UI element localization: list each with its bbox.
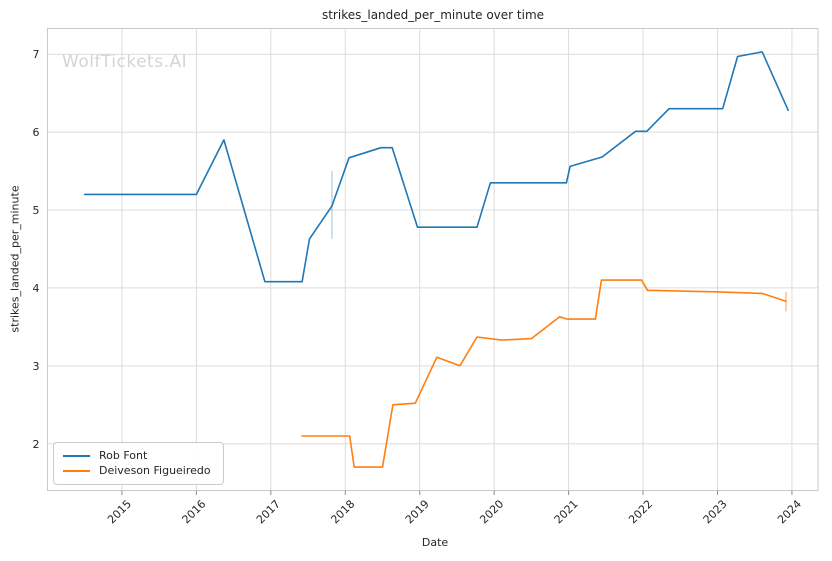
y-tick-label: 2	[33, 438, 40, 451]
watermark: WolfTickets.AI	[62, 52, 188, 72]
x-tick-label: 2016	[180, 497, 209, 526]
y-tick-label: 6	[33, 126, 40, 139]
y-tick-label: 4	[33, 282, 40, 295]
y-tick-label: 5	[33, 204, 40, 217]
chart-title: strikes_landed_per_minute over time	[321, 8, 545, 22]
x-tick-label: 2015	[105, 497, 134, 526]
x-tick-label: 2017	[254, 497, 283, 526]
legend-item: Rob Font	[63, 448, 211, 463]
y-tick-label: 7	[33, 48, 40, 61]
legend: Rob Font Deiveson Figueiredo	[53, 442, 224, 485]
plot-border	[47, 28, 819, 491]
legend-item: Deiveson Figueiredo	[63, 463, 211, 478]
series-line-rob-font	[83, 51, 790, 283]
x-axis-label: Date	[421, 536, 449, 549]
legend-swatch	[63, 454, 90, 457]
series-line-deiveson-figueiredo	[301, 279, 787, 468]
x-tick-label: 2018	[328, 497, 357, 526]
x-tick-label: 2023	[701, 497, 730, 526]
x-tick-label: 2020	[477, 497, 506, 526]
x-tick-label: 2019	[403, 497, 432, 526]
legend-swatch	[63, 469, 90, 472]
legend-items: Rob Font Deiveson Figueiredo	[63, 448, 211, 478]
y-tick-label: 3	[33, 360, 40, 373]
x-tick-label: 2021	[552, 497, 581, 526]
x-tick-label: 2022	[626, 497, 655, 526]
x-tick-label: 2024	[775, 497, 804, 526]
legend-label: Rob Font	[99, 449, 148, 462]
legend-label: Deiveson Figueiredo	[99, 464, 211, 477]
